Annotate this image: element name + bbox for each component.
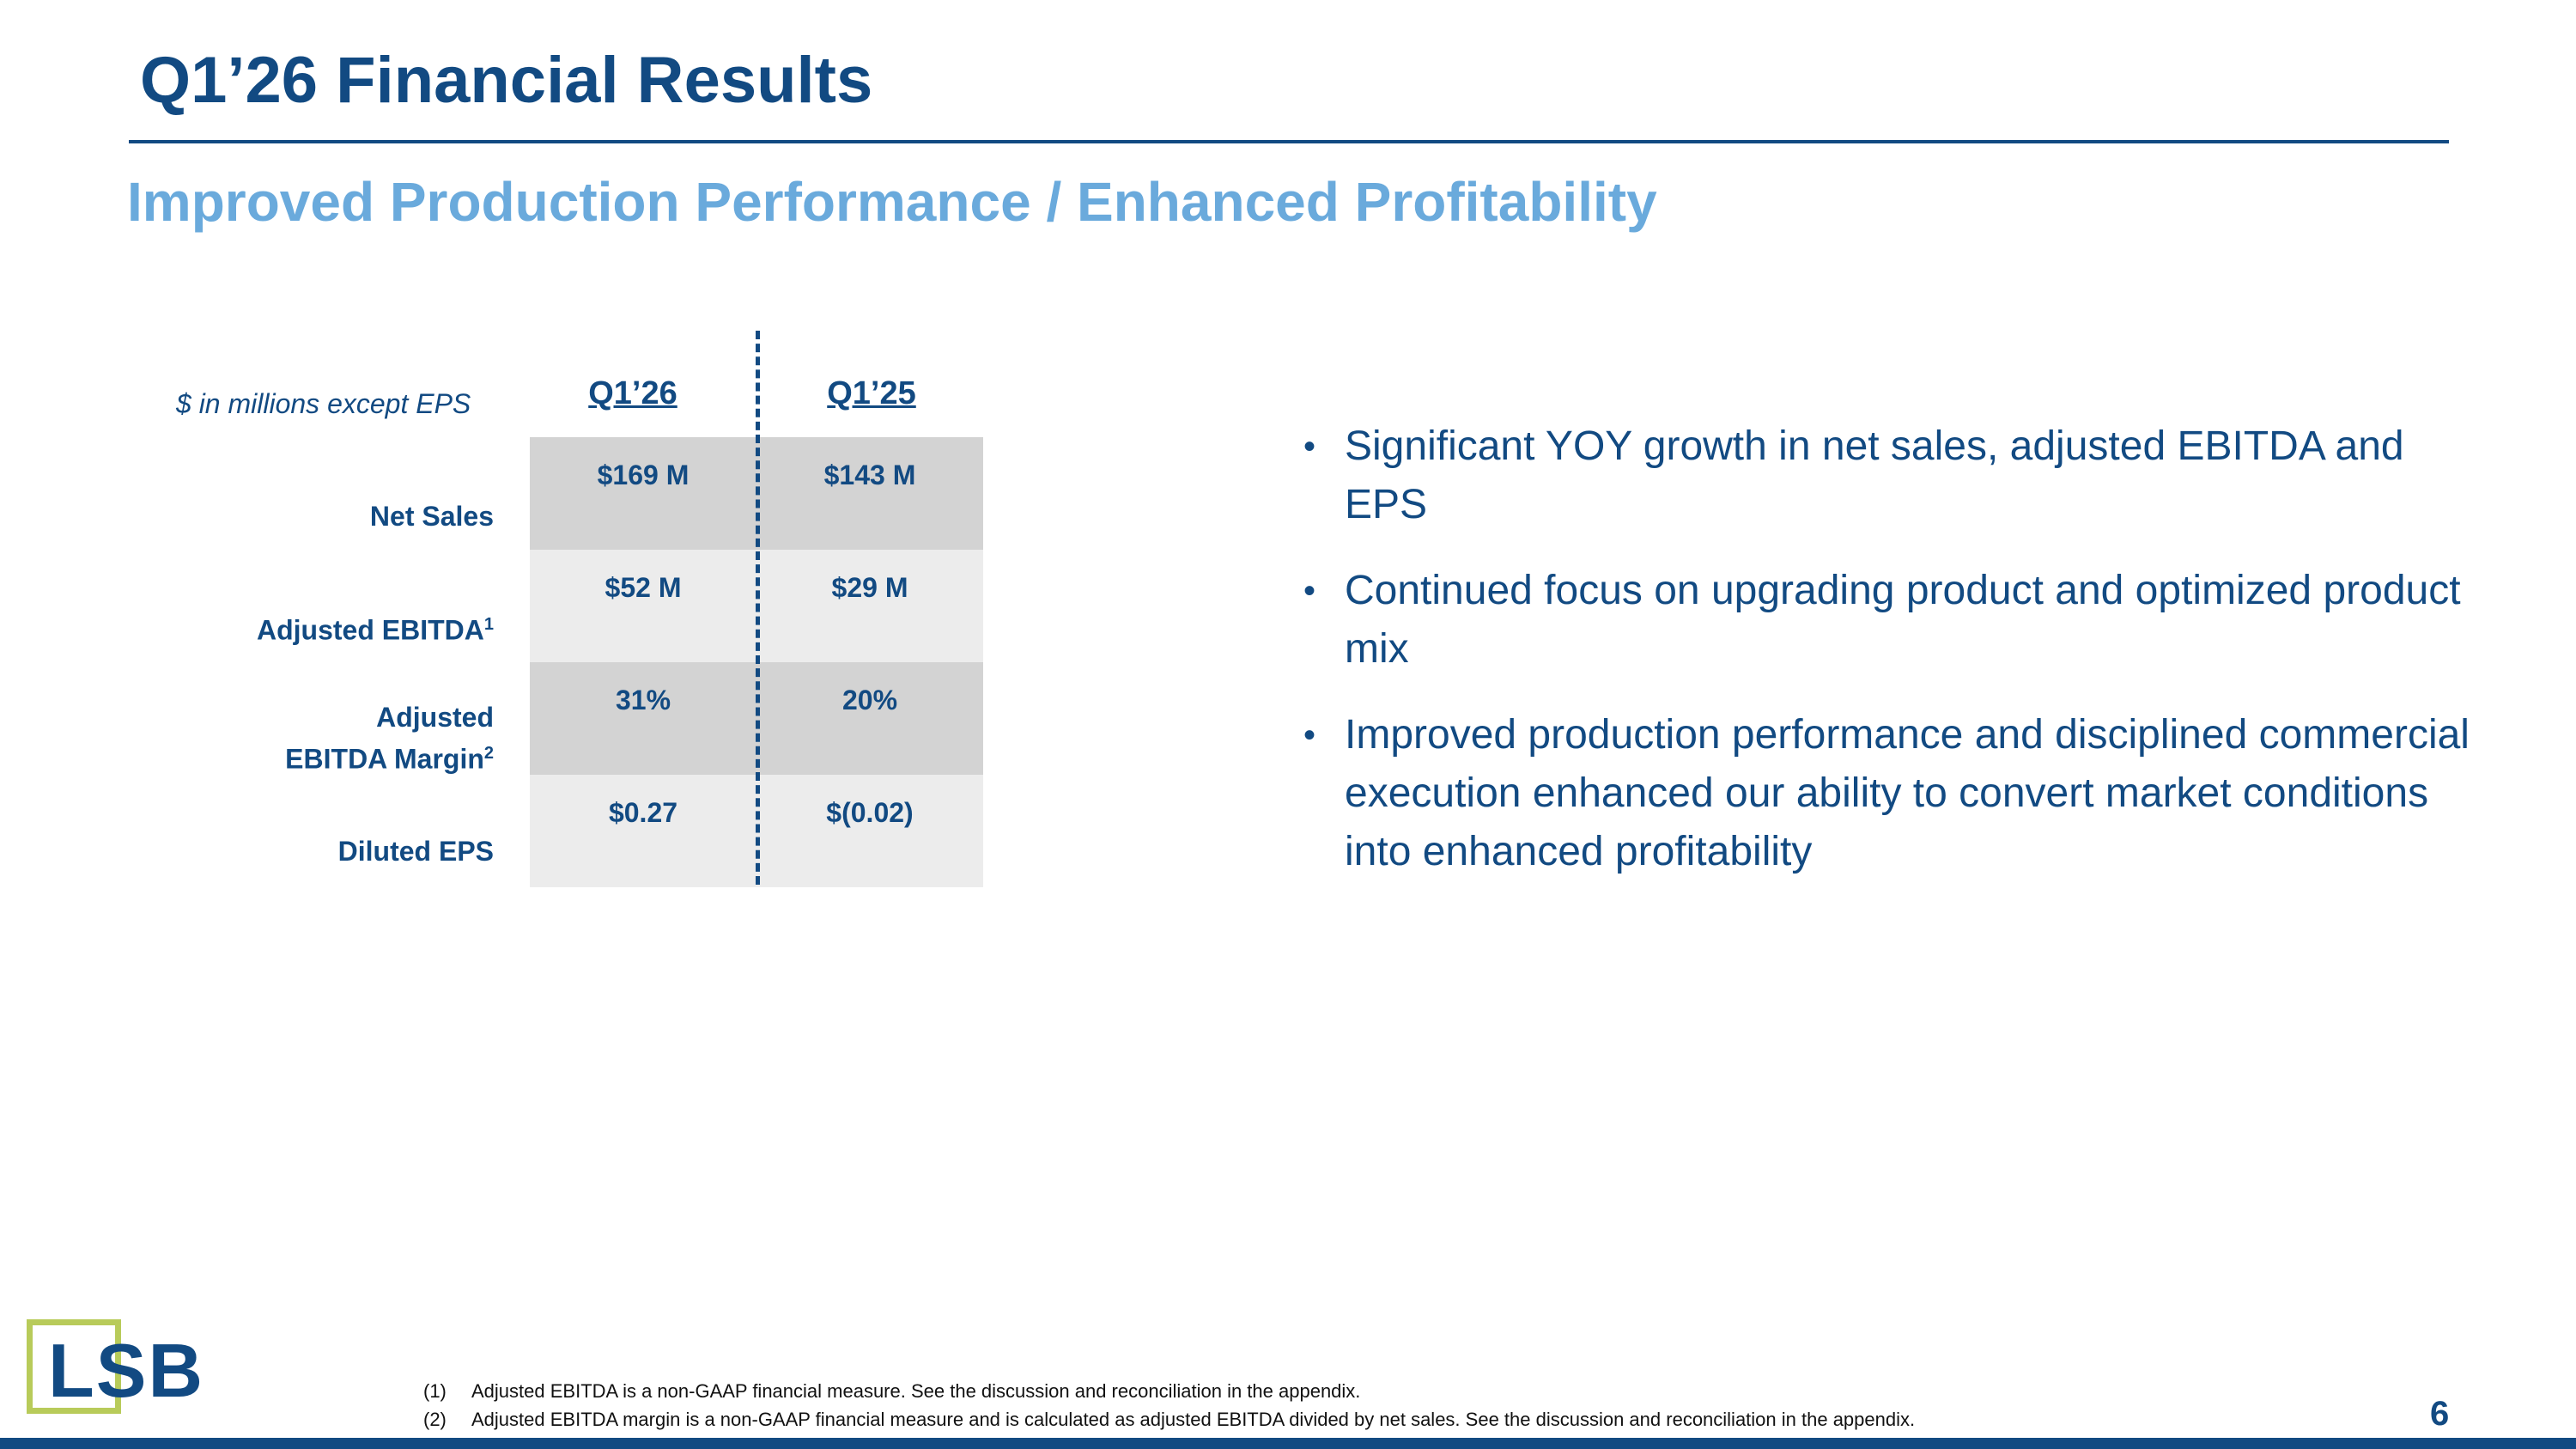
table-cell: $169 M	[530, 437, 756, 550]
slide-title: Q1’26 Financial Results	[140, 44, 873, 117]
logo-text: LSB	[48, 1328, 204, 1413]
list-item: • Improved production performance and dis…	[1303, 706, 2488, 881]
table-cell: $0.27	[530, 775, 756, 887]
row-label-adjusted-ebitda-margin: Adjusted EBITDA Margin2	[285, 702, 494, 775]
list-item: • Significant YOY growth in net sales, ad…	[1303, 417, 2488, 534]
page-number: 6	[2430, 1395, 2450, 1433]
row-label-net-sales: Net Sales	[369, 501, 494, 532]
period-divider	[756, 331, 760, 885]
table-cell: 31%	[530, 662, 756, 775]
footnote-1: (1) Adjusted EBITDA is a non-GAAP financi…	[423, 1380, 1361, 1402]
slide-subtitle: Improved Production Performance / Enhanc…	[127, 171, 1657, 233]
bullet-icon: •	[1303, 716, 1316, 754]
footnote-2: (2) Adjusted EBITDA margin is a non-GAAP …	[423, 1409, 1916, 1430]
bullet-icon: •	[1303, 428, 1316, 466]
list-item: • Continued focus on upgrading product an…	[1303, 562, 2488, 679]
column-header-q1-25: Q1’25	[827, 375, 916, 411]
row-label-diluted-eps: Diluted EPS	[337, 836, 494, 867]
footnotes: (1) Adjusted EBITDA is a non-GAAP financi…	[423, 1377, 1915, 1434]
logo-box	[27, 1319, 121, 1414]
table-cell: $52 M	[530, 550, 756, 662]
title-divider	[129, 140, 2449, 143]
bullet-icon: •	[1303, 572, 1316, 610]
units-note: $ in millions except EPS	[176, 388, 471, 419]
column-header-q1-26: Q1’26	[588, 375, 677, 411]
key-points-list: • Significant YOY growth in net sales, ad…	[1303, 417, 2488, 909]
table-cell: $143 M	[756, 437, 983, 550]
table-cell: $29 M	[756, 550, 983, 662]
footnote-ref: 1	[483, 615, 494, 634]
table-cell: $(0.02)	[756, 775, 983, 887]
bottom-bar	[0, 1438, 2576, 1449]
table-cell: 20%	[756, 662, 983, 775]
footnote-ref: 2	[483, 744, 494, 763]
row-label-adjusted-ebitda: Adjusted EBITDA1	[256, 614, 494, 646]
